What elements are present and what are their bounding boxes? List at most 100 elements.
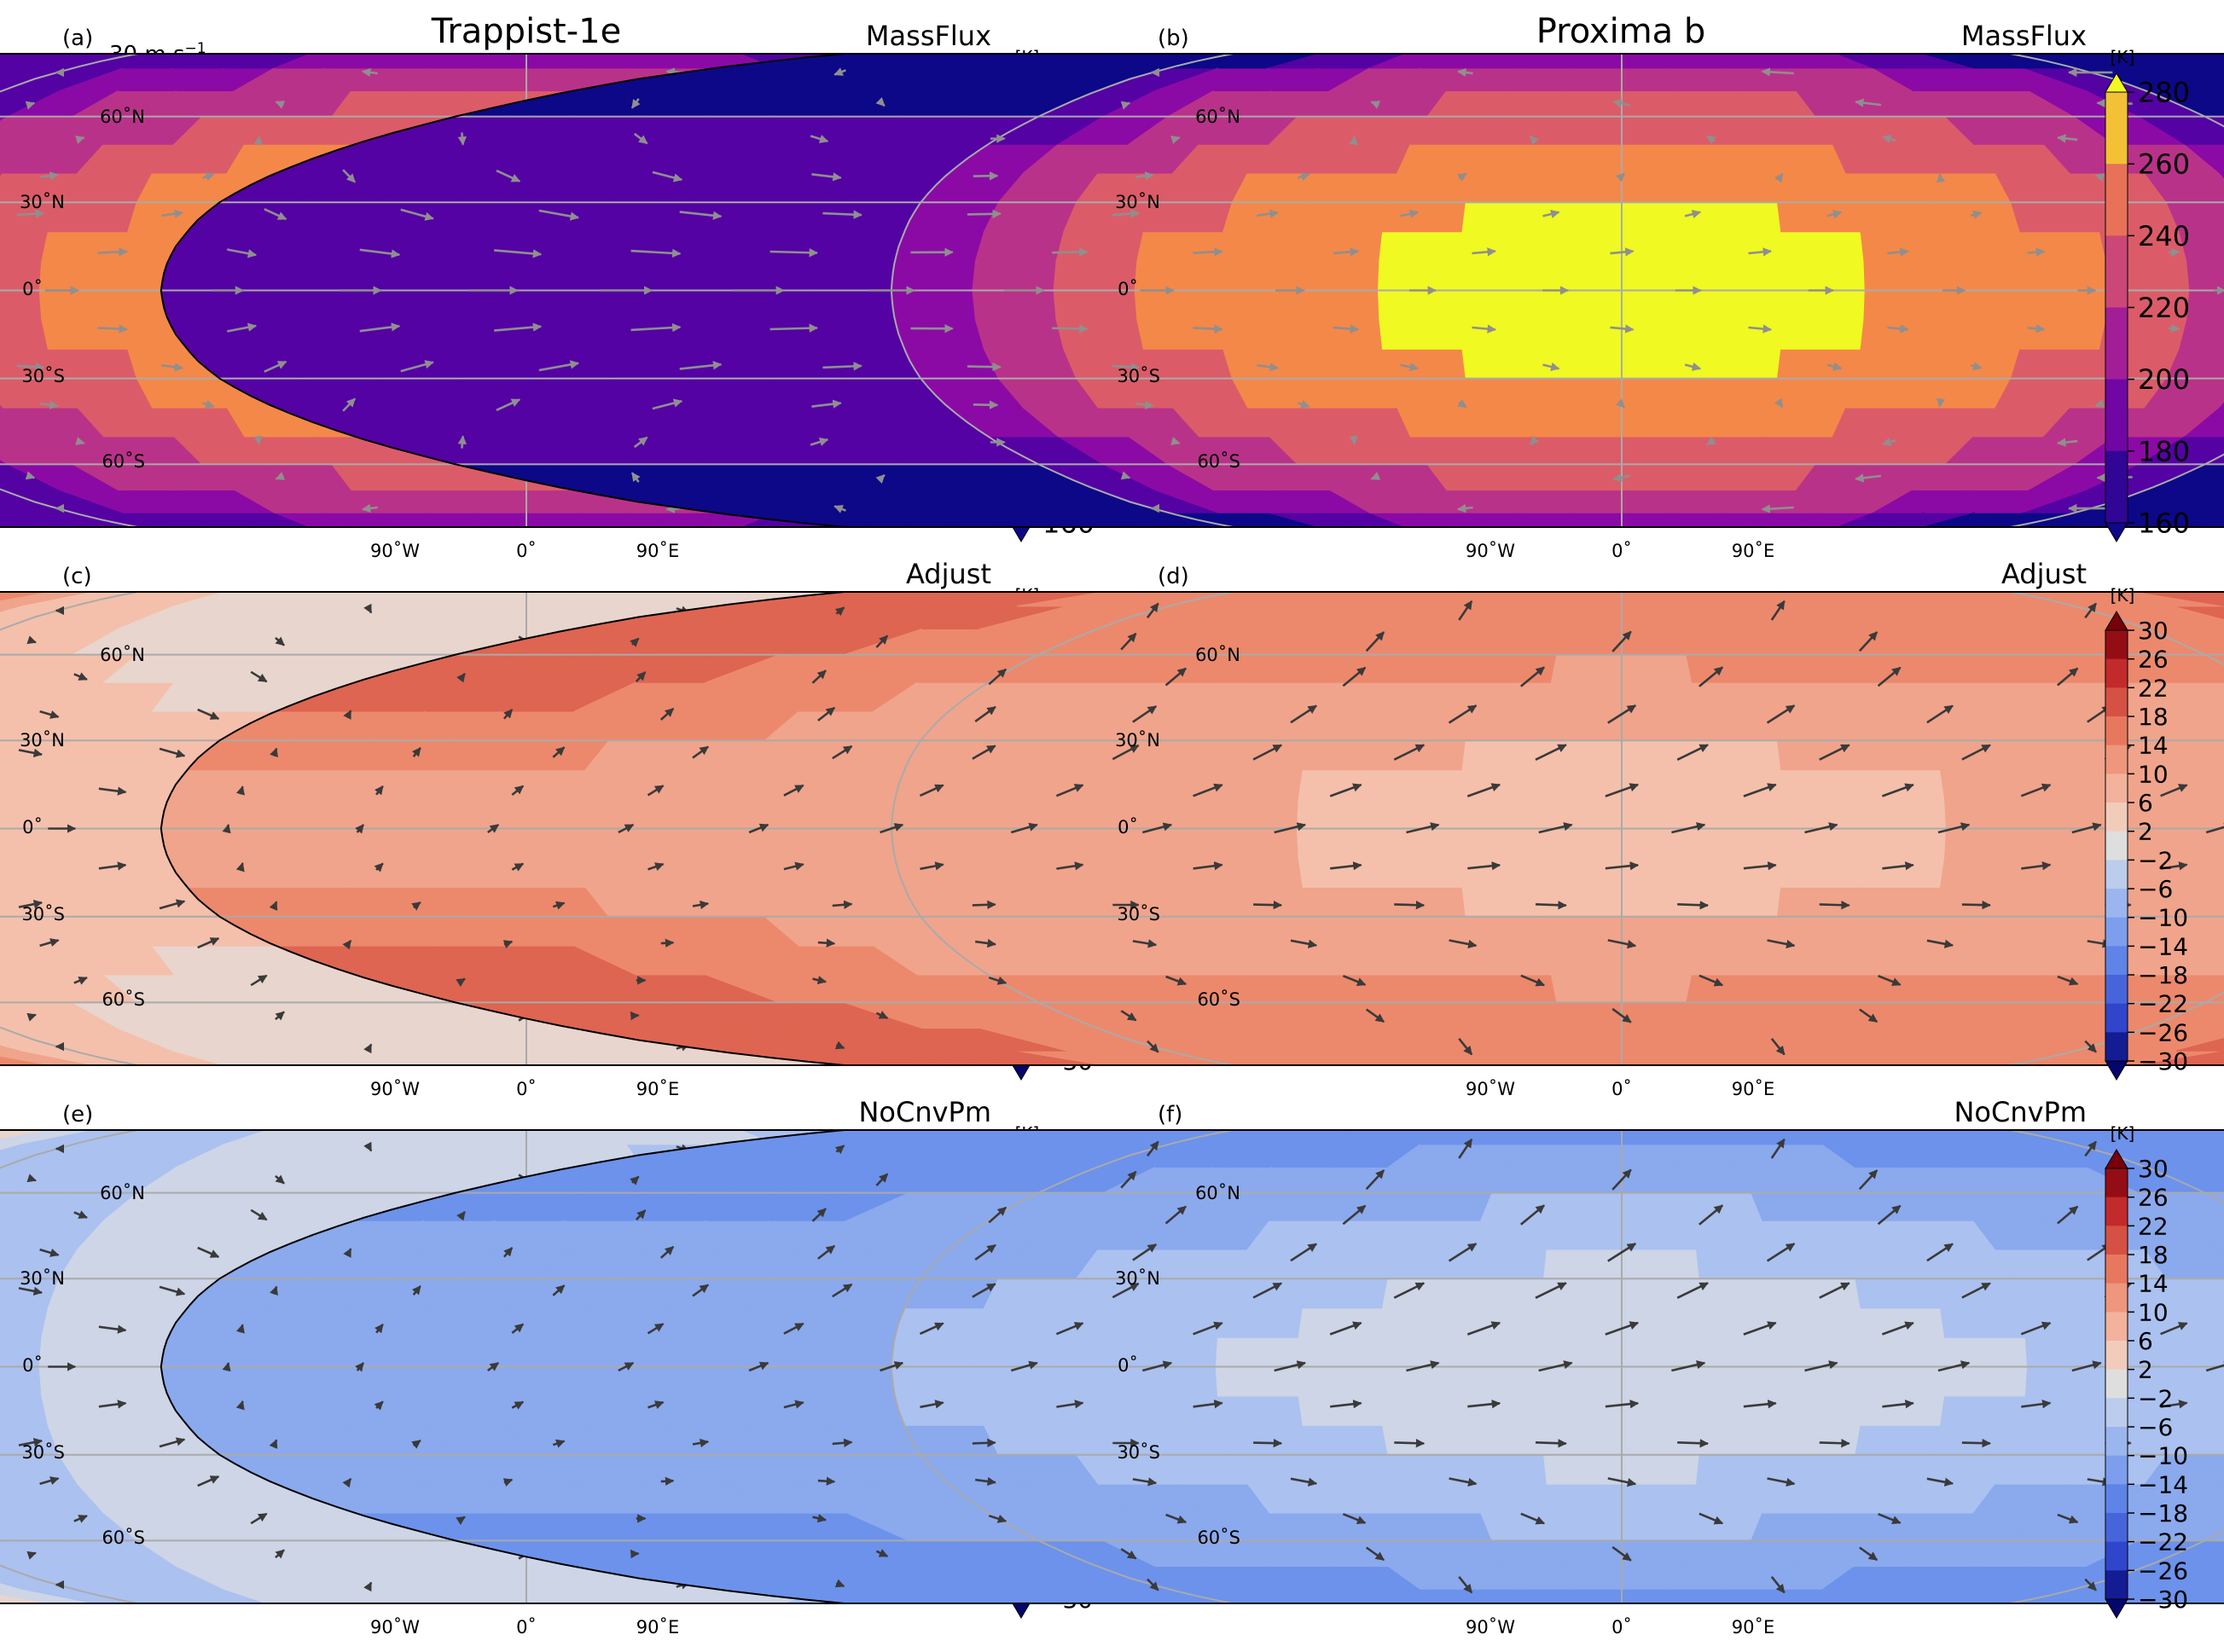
field-cell [485,260,572,292]
field-cell [404,260,492,292]
field-cell [241,260,330,292]
field-cell [1770,710,1856,741]
colorbar-tick-label: 280 [2138,77,2190,109]
field-cell [241,1336,330,1368]
wind-arrow [875,473,886,484]
column-title-proxima: Proxima b [1536,12,1706,51]
field-cell [983,348,1077,380]
field-cell [1471,407,1553,438]
field-cell [1621,512,1674,527]
field-cell [566,1336,653,1368]
field-cell [1479,654,1558,683]
wind-arrow [400,360,434,373]
experiment-label: NoCnvPm [858,1096,991,1128]
field-cell [1540,231,1623,262]
field-cell [404,289,492,321]
colorbar: [K] 280 260 240 220 200 180 160 [2105,47,2190,542]
field-cell [490,1307,587,1338]
wind-arrow [1761,504,1794,513]
field-cell [526,67,586,92]
panel-letter: (e) [62,1102,93,1127]
wind-arrow [2057,134,2078,143]
lat-label-0: 0˚ [22,1355,43,1376]
field-cell [2010,739,2101,771]
field-cell [1461,1278,1545,1309]
wind-arrow [363,1043,373,1054]
field-cell [467,606,527,630]
field-cell [1698,886,1782,918]
field-cell [1944,798,2029,830]
field-cell [1136,1307,1224,1338]
field-cell [1222,201,1311,233]
field-cell [813,319,905,350]
wind-arrow [1936,397,1946,408]
field-cell [0,1050,52,1065]
field-cell [891,1336,977,1368]
wind-arrow [1298,399,1310,409]
colorbar-tick-label: 220 [2138,292,2190,324]
longitude-labels: 90˚W 0˚ 90˚E [370,1079,679,1099]
lat-label-0: 0˚ [22,279,43,299]
longitude-labels: 90˚W 0˚ 90˚E [370,1617,679,1638]
field-cell [1461,886,1545,918]
colorbar-tick-label: 160 [2138,507,2190,540]
field-cell [409,1307,507,1338]
field-cell [1940,769,2027,800]
field-cell [1550,1512,1623,1541]
field-cell [974,1307,1065,1338]
field-cell [1222,739,1311,771]
field-cell [1686,116,1764,145]
colorbar-bin [2105,946,2128,976]
field-cell [485,1365,572,1397]
wind-arrow [1542,209,1560,219]
colorbar-extend-min [2105,1060,2128,1081]
field-cell [1459,231,1543,262]
field-cell [1302,886,1389,918]
wind-arrow [226,322,258,333]
field-cell [647,1336,735,1368]
field-cell [1556,1539,1623,1568]
field-cell [1540,798,1623,830]
field-cell [1309,916,1398,947]
wind-arrow [18,900,44,909]
wind-arrow [275,101,286,109]
wind-arrow [1472,324,1496,333]
field-cell [2140,512,2224,527]
field-cell [1621,886,1703,918]
field-cell [1541,1424,1623,1456]
wind-arrow [197,708,220,720]
field-cell [1855,739,1942,771]
field-cell [1461,348,1545,380]
lat-label-60n: 60˚N [100,107,145,127]
field-cell [1309,378,1398,409]
field-cell [1459,319,1543,350]
lat-label-60n: 60˚N [100,1183,145,1203]
field-cell [571,319,666,350]
colorbar-bin [2105,92,2128,165]
wind-arrow [496,398,521,412]
field-cell [160,1336,250,1368]
field-cell [1621,463,1687,491]
field-cell [1540,827,1623,859]
field-cell [1302,1278,1389,1309]
field-cell [41,857,129,888]
field-cell [1550,116,1623,145]
field-cell [1782,1336,1866,1368]
field-cell [566,827,653,859]
field-cell [0,1307,49,1338]
field-cell [1134,1336,1219,1368]
field-cell [1932,348,2021,380]
lon-label-0: 0˚ [516,1079,537,1099]
wind-arrow [660,938,675,948]
field-cell [1621,1539,1687,1568]
field-cell [728,289,815,321]
wind-arrow [811,172,842,182]
wind-arrow [1112,209,1141,218]
field-cell [1479,1512,1558,1541]
field-cell [1770,1454,1856,1485]
colorbar-tick-label: 2 [2138,818,2153,846]
field-cell [322,1336,411,1368]
field-cell [160,827,250,859]
wind-arrow [679,361,723,370]
